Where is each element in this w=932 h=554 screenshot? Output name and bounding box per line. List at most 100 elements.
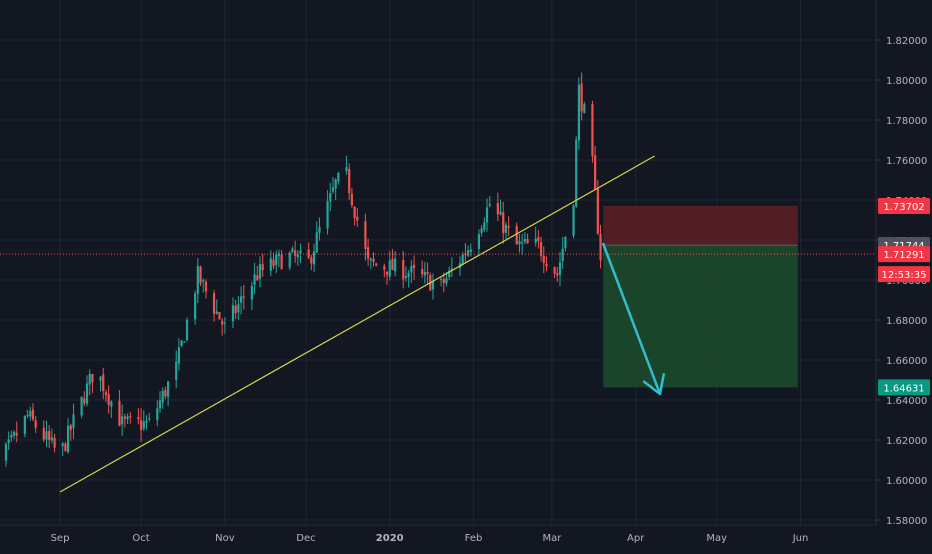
x-tick-label: 2020 — [376, 533, 404, 544]
candle-body — [442, 279, 445, 284]
candle-body — [523, 239, 526, 242]
candle-body — [326, 201, 329, 229]
candle-body — [242, 296, 245, 298]
candle-body — [156, 408, 159, 420]
candle-body — [61, 443, 64, 447]
candle-body — [277, 253, 281, 257]
candle-body — [391, 258, 394, 271]
candle-body — [448, 270, 451, 277]
candle-body — [542, 255, 545, 264]
candle-body — [483, 222, 486, 230]
candle-body — [412, 264, 416, 269]
candle-body — [215, 311, 218, 314]
candle-body — [312, 251, 316, 265]
time-axis[interactable] — [0, 525, 876, 550]
candle-body — [204, 281, 208, 292]
candle-body — [402, 260, 405, 280]
candle-body — [202, 280, 205, 282]
candle-body — [383, 266, 386, 270]
y-tick-label: 1.76000 — [886, 156, 927, 167]
candle-body — [50, 437, 53, 441]
candle-body — [288, 252, 291, 268]
candle-body — [537, 236, 540, 242]
candle-body — [64, 443, 67, 451]
candle-body — [331, 187, 335, 192]
candle-body — [450, 268, 453, 271]
candle-body — [577, 84, 581, 141]
candle-body — [485, 207, 489, 223]
candle-body — [488, 204, 491, 206]
candle-body — [42, 427, 45, 440]
candle-body — [445, 278, 448, 284]
candle-body — [348, 169, 351, 194]
candle-body — [345, 167, 348, 172]
candle-body — [161, 390, 164, 403]
candle-body — [580, 83, 583, 112]
price-axis[interactable] — [876, 0, 932, 530]
candle-body — [118, 400, 121, 426]
position-zones — [603, 205, 798, 388]
last-price-label-bg — [878, 246, 930, 263]
candle-body — [291, 248, 294, 253]
candle-body — [426, 271, 429, 274]
candle-body — [194, 293, 197, 320]
y-tick-label: 1.58000 — [886, 516, 927, 527]
candle-body — [310, 257, 313, 264]
y-tick-label: 1.64000 — [886, 396, 927, 407]
candle-body — [45, 431, 48, 440]
candle-body — [91, 373, 94, 383]
countdown-label: 12:53:35 — [882, 270, 927, 281]
candle-body — [350, 193, 353, 206]
candle-body — [12, 431, 16, 436]
candle-body — [583, 103, 586, 113]
candle-body — [545, 263, 548, 267]
candle-body — [88, 373, 91, 385]
y-tick-label: 1.68000 — [886, 316, 927, 327]
candle-body — [142, 421, 145, 429]
x-tick-label: Feb — [465, 533, 483, 544]
candle-body — [110, 401, 113, 407]
candle-body — [372, 258, 375, 262]
candle-body — [237, 304, 240, 313]
candle-body — [139, 420, 143, 431]
candle-body — [83, 398, 86, 404]
candle-body — [518, 241, 521, 245]
candle-body — [515, 226, 518, 245]
candle-body — [23, 415, 26, 435]
last-price-label: 1.71291 — [883, 250, 924, 261]
candle-body — [269, 258, 272, 271]
candle-body — [80, 396, 83, 416]
target-price-label: 1.64631 — [883, 383, 924, 394]
stop-price-label: 1.73702 — [883, 202, 924, 213]
candle-body — [177, 347, 181, 364]
candle-body — [231, 305, 235, 322]
candle-body — [26, 414, 29, 416]
candle-body — [364, 221, 367, 249]
candle-body — [421, 269, 424, 275]
x-tick-label: Apr — [627, 533, 645, 544]
trendline — [59, 155, 655, 493]
candle-body — [469, 249, 472, 253]
candle-body — [104, 392, 108, 396]
candle-body — [394, 258, 397, 272]
candle-body — [107, 393, 110, 405]
candle-body — [221, 320, 224, 325]
arrow-head — [642, 373, 665, 396]
candle-body — [126, 416, 129, 420]
candle-body — [223, 322, 226, 324]
candle-body — [496, 203, 499, 215]
x-tick-labels: Sep Oct Nov Dec 2020 Feb Mar Apr May Jun — [51, 533, 809, 544]
candle-body — [10, 434, 13, 438]
x-tick-label: Jun — [792, 533, 809, 544]
candle-body — [53, 437, 56, 448]
candle-body — [499, 211, 502, 215]
candle-body — [180, 340, 183, 346]
candle-body — [507, 225, 510, 228]
candle-body — [596, 188, 599, 234]
candle-body — [369, 258, 372, 260]
candle-body — [477, 234, 481, 249]
candle-body — [234, 305, 237, 314]
candle-body — [526, 238, 529, 244]
